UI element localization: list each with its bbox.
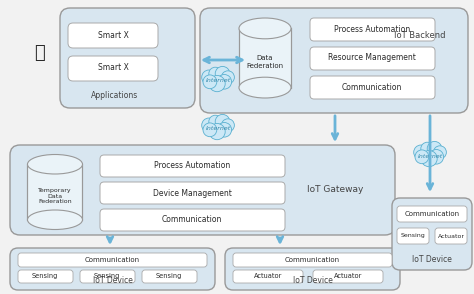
Circle shape [427,141,442,156]
Text: IoT Gateway: IoT Gateway [307,186,363,195]
Text: IoT Device: IoT Device [292,276,332,285]
FancyBboxPatch shape [397,228,429,244]
FancyBboxPatch shape [68,23,158,48]
FancyBboxPatch shape [60,8,195,108]
Circle shape [209,76,225,92]
Circle shape [414,145,428,160]
Text: Process Automation: Process Automation [334,24,410,34]
Bar [239,29,291,88]
FancyBboxPatch shape [233,253,392,267]
Text: Internet: Internet [205,78,231,83]
Circle shape [217,123,232,137]
Circle shape [215,114,230,129]
FancyBboxPatch shape [310,76,435,99]
Circle shape [415,150,429,164]
FancyBboxPatch shape [233,270,303,283]
Circle shape [221,71,234,84]
Text: 👤: 👤 [35,44,46,62]
FancyBboxPatch shape [80,270,135,283]
Circle shape [433,146,447,159]
Text: Sensing: Sensing [401,233,425,238]
FancyBboxPatch shape [313,270,383,283]
Text: Internet: Internet [205,126,231,131]
Text: Communication: Communication [85,257,140,263]
Text: Communication: Communication [162,216,222,225]
FancyBboxPatch shape [435,228,467,244]
Circle shape [209,115,222,128]
Circle shape [209,123,225,140]
Circle shape [217,74,232,89]
Text: Data
Federation: Data Federation [246,56,283,69]
Text: Actuator: Actuator [334,273,362,279]
Text: Sensing: Sensing [32,273,58,279]
FancyBboxPatch shape [10,145,395,235]
FancyBboxPatch shape [310,18,435,41]
Bar [27,164,82,220]
Circle shape [203,123,217,137]
Text: IoT Device: IoT Device [412,255,452,264]
FancyBboxPatch shape [68,56,158,81]
Ellipse shape [27,155,82,174]
FancyBboxPatch shape [100,182,285,204]
Circle shape [421,151,437,167]
Circle shape [202,118,216,133]
FancyBboxPatch shape [10,248,215,290]
Text: Temporary
Data
Federation: Temporary Data Federation [38,188,72,204]
Ellipse shape [239,77,291,98]
Circle shape [421,142,434,155]
FancyBboxPatch shape [397,206,467,222]
Circle shape [202,70,216,85]
Text: Actuator: Actuator [254,273,282,279]
Text: Resource Management: Resource Management [328,54,416,63]
Text: Actuator: Actuator [438,233,465,238]
Circle shape [221,119,234,132]
Text: Process Automation: Process Automation [154,161,230,171]
Text: Communication: Communication [285,257,340,263]
Text: IoT Backend: IoT Backend [394,31,446,41]
Circle shape [215,66,230,81]
FancyBboxPatch shape [18,253,207,267]
Text: Internet: Internet [418,153,443,158]
FancyBboxPatch shape [100,155,285,177]
Text: Communication: Communication [404,211,460,217]
Ellipse shape [27,210,82,230]
FancyBboxPatch shape [200,8,468,113]
Circle shape [429,150,444,164]
FancyBboxPatch shape [225,248,400,290]
Text: Device Management: Device Management [153,188,231,198]
FancyBboxPatch shape [310,47,435,70]
FancyBboxPatch shape [392,198,472,270]
Text: Smart X: Smart X [98,64,128,73]
Circle shape [209,67,222,80]
Text: IoT Device: IoT Device [92,276,132,285]
Text: Sensing: Sensing [156,273,182,279]
FancyBboxPatch shape [142,270,197,283]
FancyBboxPatch shape [18,270,73,283]
Text: Communication: Communication [342,83,402,91]
Text: Applications: Applications [91,91,138,100]
Circle shape [203,75,217,89]
Text: Smart X: Smart X [98,31,128,39]
FancyBboxPatch shape [100,209,285,231]
Text: Sensing: Sensing [94,273,120,279]
Ellipse shape [239,18,291,39]
